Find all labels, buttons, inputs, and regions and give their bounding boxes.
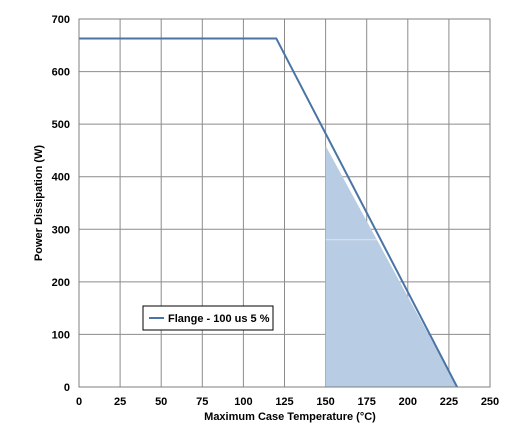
y-tick-label: 500 <box>52 119 70 131</box>
x-tick-label: 50 <box>155 396 167 408</box>
plot-border <box>78 18 491 388</box>
shaded-region <box>325 145 458 387</box>
y-tick-label: 200 <box>52 277 70 289</box>
x-axis-ticks: 0 25 50 75 100 125 150 175 200 225 250 <box>76 396 499 408</box>
legend-label: Flange - 100 us 5 % <box>168 313 270 325</box>
x-tick-label: 25 <box>114 396 126 408</box>
y-axis-label: Power Dissipation (W) <box>33 145 45 261</box>
x-tick-label: 200 <box>399 396 417 408</box>
y-tick-label: 300 <box>52 224 70 236</box>
x-tick-label: 150 <box>316 396 334 408</box>
series-line <box>79 37 459 388</box>
x-axis-label: Maximum Case Temperature (°C) <box>204 411 376 423</box>
legend: Flange - 100 us 5 % <box>142 305 274 331</box>
x-tick-label: 75 <box>196 396 208 408</box>
x-tick-label: 100 <box>234 396 252 408</box>
y-tick-label: 100 <box>52 329 70 341</box>
legend-box <box>142 305 274 331</box>
y-axis-ticks: 0 100 200 300 400 500 600 700 <box>52 14 70 394</box>
y-tick-label: 600 <box>52 67 70 79</box>
y-tick-label: 400 <box>52 172 70 184</box>
x-tick-label: 175 <box>358 396 376 408</box>
x-tick-label: 125 <box>275 396 293 408</box>
y-tick-label: 700 <box>52 14 70 26</box>
x-tick-label: 250 <box>481 396 499 408</box>
x-tick-label: 0 <box>76 396 82 408</box>
y-tick-label: 0 <box>64 382 70 394</box>
x-tick-label: 225 <box>440 396 458 408</box>
